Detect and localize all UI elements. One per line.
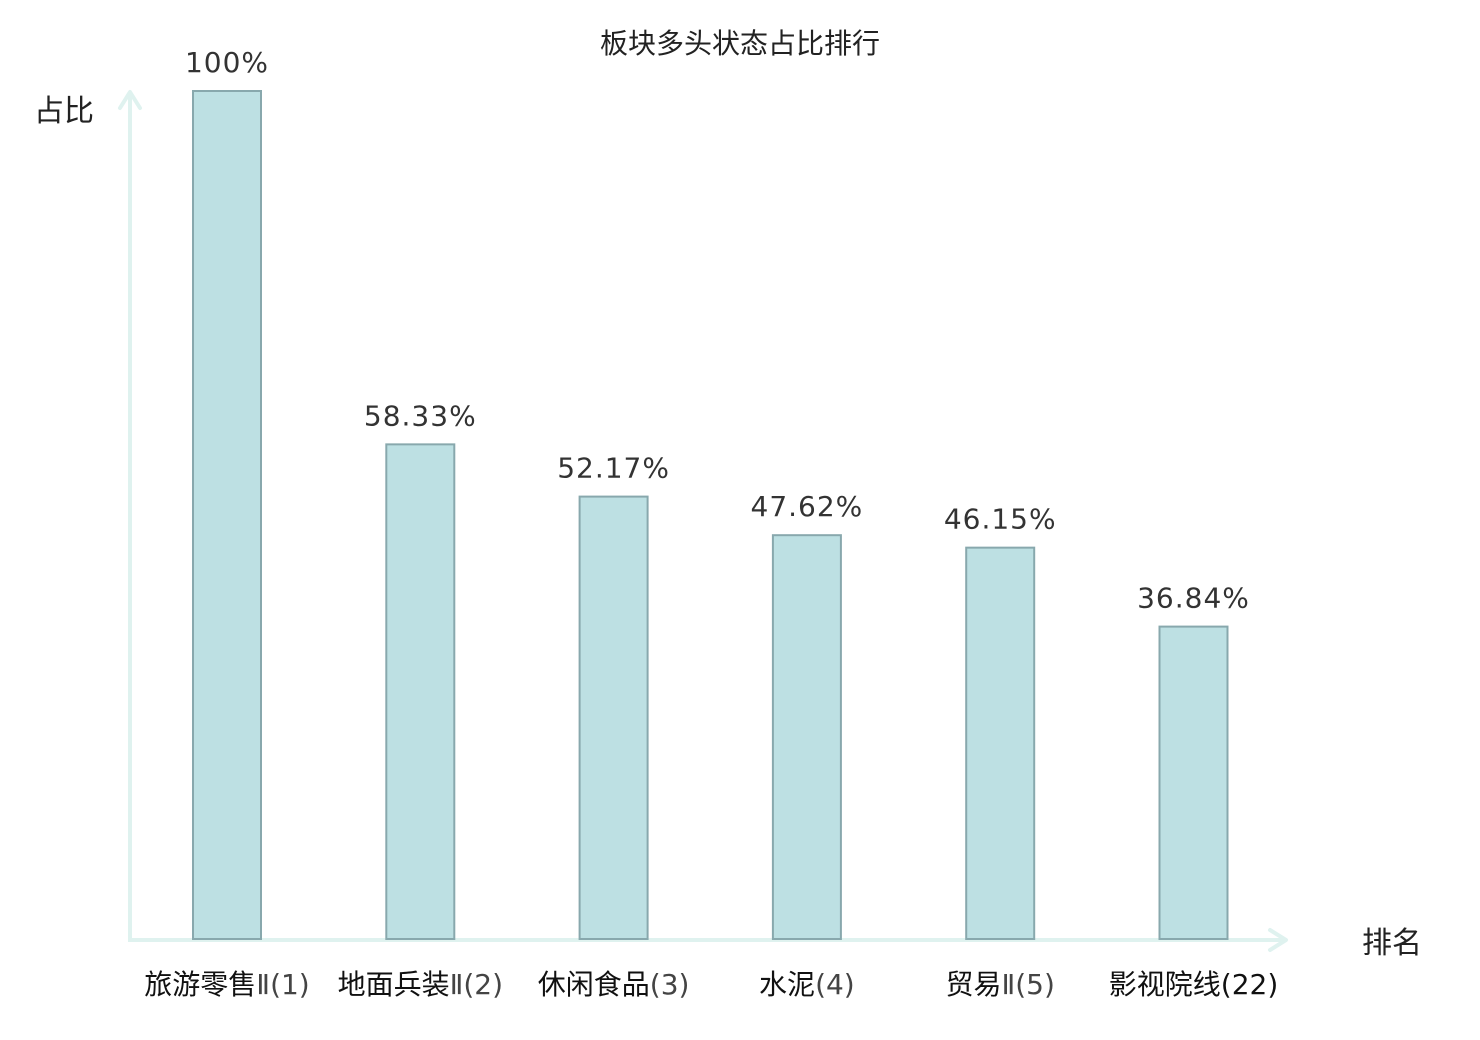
- category-label: 旅游零售Ⅱ(1): [144, 968, 309, 1001]
- bar-value-label: 58.33%: [364, 399, 477, 432]
- value-labels-group: 100% 58.33% 52.17% 47.62% 46.15% 36.84%: [185, 46, 1250, 615]
- bar: [578, 495, 649, 940]
- x-axis-arrowhead: [1268, 928, 1288, 952]
- category-label: 水泥(4): [759, 968, 855, 1001]
- y-axis-arrowhead: [118, 90, 142, 110]
- category-name: 影视院线: [1109, 968, 1221, 1001]
- category-label: 贸易Ⅱ(5): [945, 968, 1054, 1001]
- category-rank: Ⅱ(2): [450, 968, 503, 1001]
- x-axis: [128, 928, 1288, 952]
- category-rank: Ⅱ(5): [1001, 968, 1054, 1001]
- bar-value-label: 52.17%: [557, 452, 670, 485]
- y-axis-label: 占比: [34, 94, 94, 129]
- bar: [192, 90, 262, 940]
- category-labels-group: 旅游零售Ⅱ(1) 地面兵装Ⅱ(2) 休闲食品(3) 水泥(4) 贸易Ⅱ(5) 影视院线(2…: [144, 968, 1278, 1001]
- category-rank: (3): [650, 968, 690, 1001]
- chart-title: 板块多头状态占比排行: [600, 27, 880, 60]
- category-label: 休闲食品(3): [538, 968, 690, 1001]
- y-axis: [118, 90, 142, 940]
- category-name: 休闲食品: [538, 968, 650, 1001]
- bar: [385, 443, 456, 940]
- category-name: 贸易: [945, 968, 1001, 1001]
- category-label: 地面兵装Ⅱ(2): [338, 968, 503, 1001]
- bar-value-label: 100%: [185, 46, 269, 79]
- category-name: 地面兵装: [338, 968, 450, 1001]
- category-rank: (22): [1221, 968, 1278, 1001]
- bar-value-label: 36.84%: [1137, 582, 1250, 615]
- x-axis-label: 排名: [1362, 926, 1422, 961]
- bar: [771, 534, 842, 940]
- category-name: 水泥: [759, 968, 815, 1001]
- bar-value-label: 47.62%: [751, 490, 864, 523]
- category-rank: (4): [815, 968, 855, 1001]
- bar-value-label: 46.15%: [944, 503, 1057, 536]
- bar: [965, 546, 1036, 940]
- bar: [1158, 625, 1229, 940]
- category-rank: Ⅱ(1): [256, 968, 309, 1001]
- bars-group: [192, 90, 1229, 940]
- category-label: 影视院线(22): [1109, 968, 1279, 1001]
- category-name: 旅游零售: [144, 968, 256, 1001]
